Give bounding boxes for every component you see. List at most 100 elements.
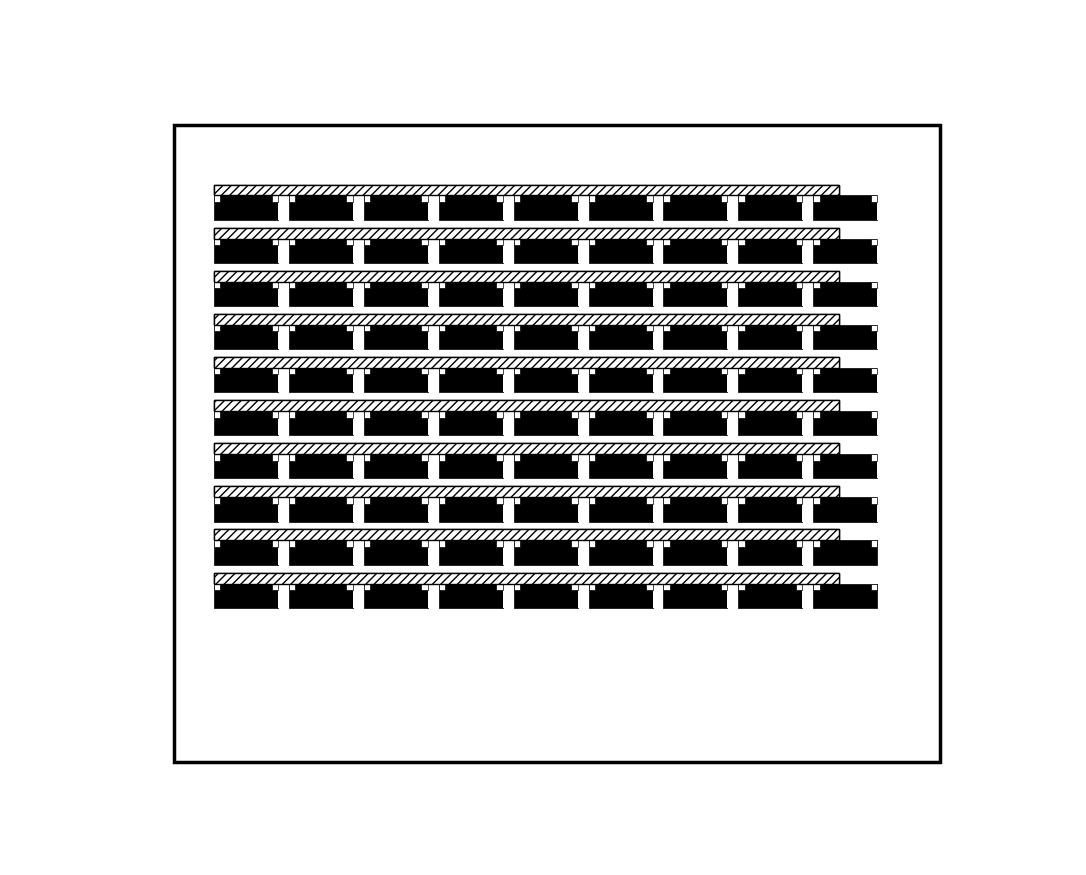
Bar [278, 454, 289, 479]
Bar [877, 325, 888, 349]
Bar [214, 584, 278, 608]
Bar [289, 541, 353, 564]
Bar [508, 584, 583, 608]
Bar [346, 411, 353, 417]
Bar [738, 368, 803, 392]
Bar [364, 195, 428, 220]
Bar [664, 411, 670, 417]
Bar [664, 454, 728, 479]
Bar [589, 411, 653, 435]
Bar [214, 228, 838, 239]
Bar [514, 282, 520, 288]
Bar [721, 541, 728, 547]
Bar [871, 497, 877, 504]
Bar [658, 195, 733, 220]
Bar [571, 541, 578, 547]
Bar [433, 325, 508, 350]
Bar [358, 195, 433, 220]
Bar [813, 325, 877, 349]
Bar [664, 541, 670, 547]
Bar [728, 497, 738, 522]
Bar [364, 325, 370, 332]
Bar [214, 529, 838, 541]
Bar [583, 584, 658, 608]
Bar [733, 325, 808, 350]
Bar [346, 325, 353, 332]
Bar [496, 368, 503, 374]
Bar [514, 584, 520, 590]
Bar [808, 584, 883, 608]
Bar [272, 368, 278, 374]
Bar [738, 454, 745, 461]
Bar [803, 497, 813, 522]
Bar [571, 325, 578, 332]
Bar [728, 368, 738, 392]
Bar [508, 282, 583, 306]
Bar [353, 325, 364, 349]
Bar [646, 497, 653, 504]
Bar [439, 411, 503, 435]
Bar [214, 454, 278, 479]
Bar [364, 497, 428, 522]
Bar [808, 195, 883, 220]
Bar [353, 195, 364, 220]
Bar [289, 195, 295, 202]
Bar [214, 195, 278, 220]
Bar [653, 411, 664, 435]
Bar [421, 584, 428, 590]
Bar [738, 325, 803, 349]
Bar [514, 282, 578, 306]
Bar [646, 411, 653, 417]
Bar [514, 239, 578, 262]
Bar [664, 325, 728, 349]
Bar [433, 411, 508, 436]
Bar [796, 239, 803, 245]
Bar [738, 541, 745, 547]
Bar [813, 239, 877, 262]
Bar [728, 541, 738, 564]
Bar [272, 497, 278, 504]
Bar [214, 541, 220, 547]
Bar [364, 541, 428, 564]
Bar [358, 541, 433, 565]
Bar [813, 454, 877, 479]
Bar [514, 239, 520, 245]
Bar [364, 282, 428, 306]
Bar [813, 497, 877, 522]
Bar [571, 584, 578, 590]
Bar [796, 195, 803, 202]
Bar [272, 282, 278, 288]
Bar [439, 541, 503, 564]
Bar [589, 195, 653, 220]
Bar [514, 195, 578, 220]
Bar [214, 195, 220, 202]
Bar [503, 368, 514, 392]
Bar [813, 454, 820, 461]
Bar [278, 239, 289, 262]
Bar [496, 584, 503, 590]
Bar [214, 314, 838, 325]
Bar [813, 541, 877, 564]
Bar [214, 497, 220, 504]
Bar [721, 411, 728, 417]
Bar [738, 239, 803, 262]
Bar [214, 368, 220, 374]
Bar [589, 325, 653, 349]
Bar [589, 239, 653, 262]
Bar [571, 368, 578, 374]
Bar [289, 239, 295, 245]
Bar [733, 454, 808, 480]
Bar [803, 239, 813, 262]
Bar [364, 239, 370, 245]
Bar [289, 325, 295, 332]
Bar [358, 584, 433, 608]
Bar [803, 584, 813, 608]
Bar [289, 239, 353, 262]
Bar [214, 400, 838, 411]
Bar [514, 411, 520, 417]
Bar [733, 411, 808, 436]
Bar [283, 195, 358, 220]
Bar [428, 454, 439, 479]
Bar [583, 195, 658, 220]
Bar [433, 541, 508, 565]
